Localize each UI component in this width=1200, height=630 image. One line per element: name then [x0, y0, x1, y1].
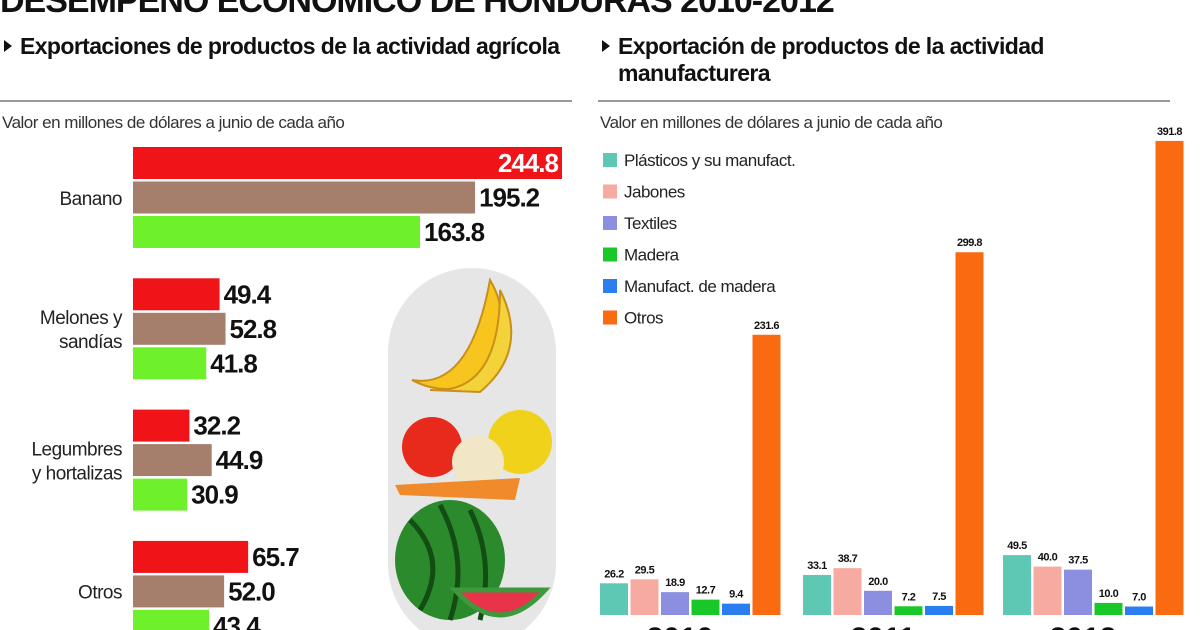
value-label: 40.0	[1038, 552, 1058, 564]
page-title: DESEMPEÑO ECONÓMICO DE HONDURAS 2010-201…	[0, 0, 835, 20]
value-label: 26.2	[604, 568, 624, 580]
legend-label: Madera	[624, 246, 680, 265]
bar	[600, 583, 628, 615]
bar	[661, 592, 689, 615]
legend-label: Otros	[624, 309, 663, 328]
bar	[864, 590, 892, 615]
value-label: 7.2	[902, 591, 916, 603]
value-label: 10.0	[1099, 588, 1119, 600]
category-label: Otros	[78, 583, 122, 604]
value-label: 41.8	[210, 348, 257, 378]
value-label: 299.8	[957, 237, 982, 249]
bar	[133, 575, 225, 608]
bar	[133, 444, 212, 477]
bar	[722, 603, 750, 615]
value-label: 65.7	[252, 542, 299, 572]
bullet	[4, 40, 12, 52]
bar	[133, 609, 210, 630]
bar	[752, 334, 781, 615]
value-label: 52.0	[228, 576, 275, 606]
value-label: 52.8	[230, 314, 277, 344]
value-label: 37.5	[1068, 555, 1088, 567]
bar	[133, 278, 220, 311]
subtitle: Valor en millones de dólares a junio de …	[600, 113, 942, 132]
value-label: 43.4	[213, 611, 261, 630]
value-label: 44.9	[216, 445, 263, 475]
bar	[833, 568, 862, 615]
value-label: 30.9	[191, 480, 238, 510]
value-label: 33.1	[807, 560, 827, 572]
value-label: 195.2	[479, 183, 540, 213]
legend-label: Manufact. de madera	[624, 277, 776, 296]
bar	[1094, 602, 1123, 615]
bar	[1155, 140, 1184, 615]
value-label: 29.5	[635, 564, 655, 576]
panel-title: Exportación de productos de la actividad…	[618, 33, 1044, 86]
bar	[133, 147, 562, 179]
value-label: 163.8	[424, 217, 485, 247]
x-tick-label: 2011	[850, 622, 915, 630]
bar	[133, 347, 207, 380]
legend-label: Jabones	[624, 183, 685, 202]
bar	[1033, 566, 1062, 615]
bar	[133, 540, 249, 573]
bar	[133, 181, 476, 214]
value-label: 7.5	[932, 591, 946, 603]
value-label: 18.9	[665, 577, 685, 589]
value-label: 9.4	[729, 589, 744, 601]
value-label: 7.0	[1132, 592, 1146, 604]
legend-swatch	[603, 184, 617, 199]
fruit-illustration	[388, 268, 556, 630]
legend-swatch	[603, 279, 617, 293]
value-label: 20.0	[868, 576, 888, 588]
bar	[955, 252, 984, 615]
legend-swatch	[603, 153, 617, 167]
panel-title: Exportaciones de productos de la activid…	[20, 33, 560, 59]
bar	[691, 599, 720, 615]
bar	[1003, 555, 1031, 615]
bar	[133, 409, 190, 442]
bullet	[602, 40, 610, 52]
x-tick-label: 2010	[647, 622, 714, 630]
legend-swatch	[603, 247, 617, 262]
bar	[133, 478, 188, 511]
value-label: 231.6	[754, 320, 779, 332]
legend-swatch	[603, 310, 617, 325]
bar	[803, 574, 831, 615]
x-tick-label: 2012	[1050, 622, 1117, 630]
bar	[630, 579, 659, 615]
legend-label: Textiles	[624, 214, 677, 233]
category-label: Legumbres	[31, 439, 122, 460]
value-label: 32.2	[193, 411, 240, 441]
category-label: Melones y	[40, 308, 123, 329]
value-label: 49.4	[224, 279, 272, 309]
legend-swatch	[603, 216, 617, 230]
subtitle: Valor en millones de dólares a junio de …	[2, 113, 344, 132]
value-label: 38.7	[838, 553, 858, 565]
bar	[894, 606, 923, 615]
category-label: sandías	[59, 332, 122, 353]
bar	[1064, 569, 1092, 615]
value-label: 12.7	[696, 585, 716, 597]
legend-label: Plásticos y su manufact.	[624, 151, 795, 170]
value-label: 244.8	[498, 148, 559, 178]
bar	[133, 312, 226, 345]
category-label: y hortalizas	[32, 463, 122, 484]
value-label: 391.8	[1157, 126, 1182, 138]
category-label: Banano	[59, 189, 122, 210]
bar	[925, 605, 953, 615]
bar	[1125, 606, 1153, 615]
value-label: 49.5	[1007, 540, 1027, 552]
bar	[133, 216, 421, 248]
